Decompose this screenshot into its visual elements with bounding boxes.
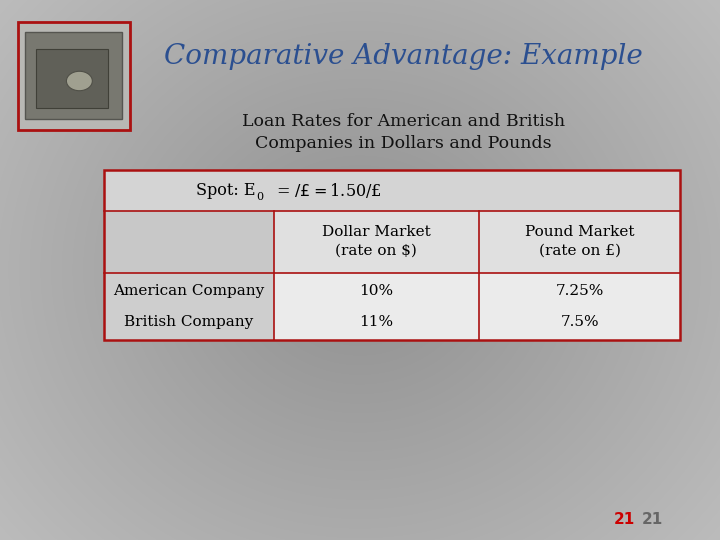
Text: Pound Market
(rate on £): Pound Market (rate on £) [525,225,634,258]
Bar [25,32,122,119]
Text: 11%: 11% [359,315,393,328]
Text: Spot: E: Spot: E [196,182,256,199]
Text: American Company: American Company [113,285,265,298]
Bar [104,170,680,211]
Text: 7.25%: 7.25% [555,285,604,298]
Text: = $/£   = $1.50/£: = $/£ = $1.50/£ [271,181,382,200]
Circle shape [66,71,92,91]
Bar [274,211,680,273]
Text: 21: 21 [613,512,635,527]
Bar [18,22,130,130]
Bar [274,273,680,340]
Text: Comparative Advantage: Example: Comparative Advantage: Example [164,43,642,70]
Bar [104,211,274,273]
Bar [104,170,680,340]
Text: 7.5%: 7.5% [560,315,599,328]
Text: 0: 0 [256,192,264,202]
Text: 21: 21 [642,512,664,527]
Text: Companies in Dollars and Pounds: Companies in Dollars and Pounds [255,134,552,152]
Text: British Company: British Company [125,315,253,328]
Text: 10%: 10% [359,285,393,298]
Bar [104,273,274,340]
Text: Dollar Market
(rate on $): Dollar Market (rate on $) [322,225,431,258]
Bar [36,49,108,108]
Text: Loan Rates for American and British: Loan Rates for American and British [242,113,564,130]
